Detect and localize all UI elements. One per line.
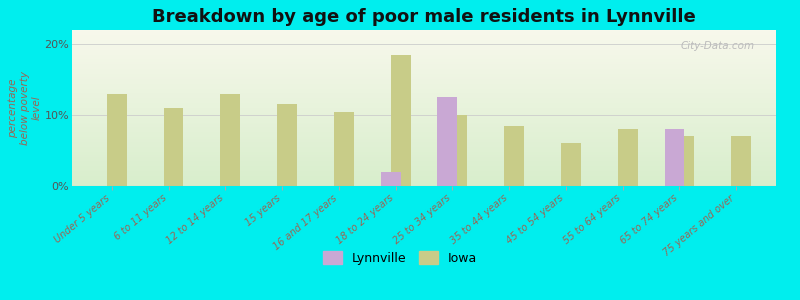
Bar [390, 55, 410, 186]
Bar [447, 115, 467, 186]
Legend: Lynnville, Iowa: Lynnville, Iowa [318, 246, 482, 270]
Y-axis label: percentage
below poverty
level: percentage below poverty level [9, 71, 42, 145]
Bar [504, 126, 524, 186]
Bar [618, 129, 638, 186]
Bar [163, 108, 183, 186]
Bar [334, 112, 354, 186]
Bar [731, 136, 751, 186]
Title: Breakdown by age of poor male residents in Lynnville: Breakdown by age of poor male residents … [152, 8, 696, 26]
Bar [106, 94, 126, 186]
Text: City-Data.com: City-Data.com [681, 41, 755, 51]
Bar [438, 98, 458, 186]
Bar [561, 143, 581, 186]
Bar [220, 94, 240, 186]
Bar [381, 172, 401, 186]
Bar [665, 129, 685, 186]
Bar [277, 104, 297, 186]
Bar [674, 136, 694, 186]
